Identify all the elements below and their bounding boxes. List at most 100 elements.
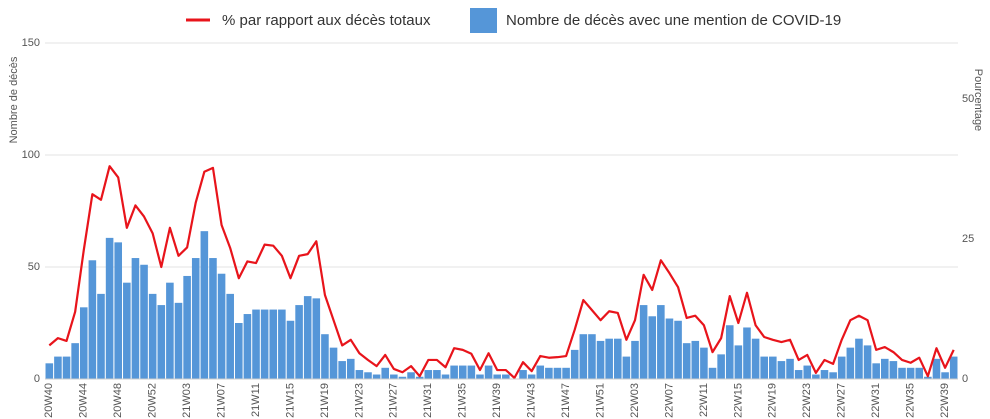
bar	[717, 354, 725, 379]
y2-tick-label: 50	[962, 93, 974, 105]
bar	[493, 374, 501, 379]
x-tick-label: 21W11	[250, 383, 262, 417]
bar	[269, 309, 278, 379]
x-tick-label: 22W31	[870, 383, 882, 418]
bar	[174, 302, 183, 379]
bar	[760, 356, 768, 379]
bar	[562, 367, 570, 379]
x-tick-label: 22W27	[836, 383, 848, 418]
bar	[338, 361, 346, 379]
x-tick-label: 21W19	[319, 383, 331, 418]
bar	[243, 314, 252, 379]
bar	[906, 367, 915, 379]
bar	[79, 307, 88, 379]
x-tick-label: 21W31	[422, 383, 434, 418]
bar	[829, 372, 837, 379]
x-tick-label: 22W07	[663, 383, 675, 418]
bar	[588, 334, 596, 379]
x-tick-label: 20W44	[78, 383, 90, 418]
bar	[803, 365, 812, 379]
bar	[536, 365, 545, 379]
x-tick-label: 22W11	[698, 383, 710, 417]
bar	[734, 345, 743, 379]
bar	[725, 325, 734, 379]
bar	[260, 309, 269, 379]
bar	[415, 376, 424, 379]
bar	[209, 258, 217, 379]
bar	[97, 293, 105, 379]
legend-swatch	[470, 8, 497, 33]
bar	[390, 374, 398, 379]
bar	[786, 358, 794, 379]
bar	[166, 282, 174, 379]
x-tick-label: 20W48	[112, 383, 124, 418]
bar	[303, 296, 312, 379]
bar	[252, 309, 260, 379]
x-tick-label: 20W40	[43, 383, 55, 418]
bar	[183, 275, 191, 379]
bar	[458, 365, 467, 379]
bar	[846, 347, 855, 379]
bar	[433, 370, 441, 379]
x-tick-label: 22W15	[732, 383, 744, 418]
bar	[148, 293, 157, 379]
bar	[346, 358, 355, 379]
x-tick-label: 21W23	[353, 383, 365, 418]
bar	[278, 309, 286, 379]
legend-label: Nombre de décès avec une mention de COVI…	[506, 12, 841, 29]
bar	[691, 340, 700, 379]
bar	[364, 372, 372, 379]
legend-label: % par rapport aux décès totaux	[222, 12, 431, 29]
bar	[631, 340, 639, 379]
bar	[157, 305, 166, 379]
bar	[622, 356, 631, 379]
x-tick-label: 21W35	[457, 383, 469, 418]
y-axis-title: Nombre de décès	[8, 56, 20, 143]
bar	[700, 347, 708, 379]
bar	[812, 374, 820, 379]
bar	[777, 361, 786, 379]
bar	[355, 370, 364, 379]
bar	[665, 318, 674, 379]
x-tick-label: 22W35	[905, 383, 917, 418]
bar	[605, 338, 613, 379]
bar	[863, 345, 872, 379]
bar	[54, 356, 62, 379]
bar	[114, 242, 123, 379]
bar	[329, 347, 338, 379]
bar	[553, 367, 562, 379]
bar	[880, 358, 889, 379]
bar	[855, 338, 863, 379]
bar	[527, 374, 536, 379]
bar	[381, 367, 390, 379]
bar	[131, 258, 140, 379]
bar	[71, 343, 79, 379]
y2-axis-title: Pourcentage	[972, 69, 984, 131]
bar	[924, 376, 932, 379]
bar	[743, 327, 751, 379]
bar	[484, 365, 493, 379]
bar	[450, 365, 458, 379]
y2-tick-label: 25	[962, 233, 974, 245]
x-tick-label: 22W39	[939, 383, 951, 418]
y-tick-label: 0	[34, 373, 40, 385]
bar	[932, 358, 941, 379]
bar	[286, 320, 295, 379]
x-tick-label: 21W43	[526, 383, 538, 418]
x-tick-label: 22W19	[767, 383, 779, 418]
bar	[123, 282, 131, 379]
bar	[941, 372, 949, 379]
bar	[545, 367, 553, 379]
bar	[140, 264, 148, 379]
bar	[872, 363, 880, 379]
x-tick-label: 22W03	[629, 383, 641, 418]
bar	[820, 370, 829, 379]
x-tick-label: 21W51	[594, 383, 606, 418]
bar	[949, 356, 958, 379]
bar	[424, 370, 433, 379]
bar	[915, 367, 924, 379]
bar	[45, 363, 54, 379]
bar	[321, 334, 329, 379]
line	[48, 165, 955, 379]
